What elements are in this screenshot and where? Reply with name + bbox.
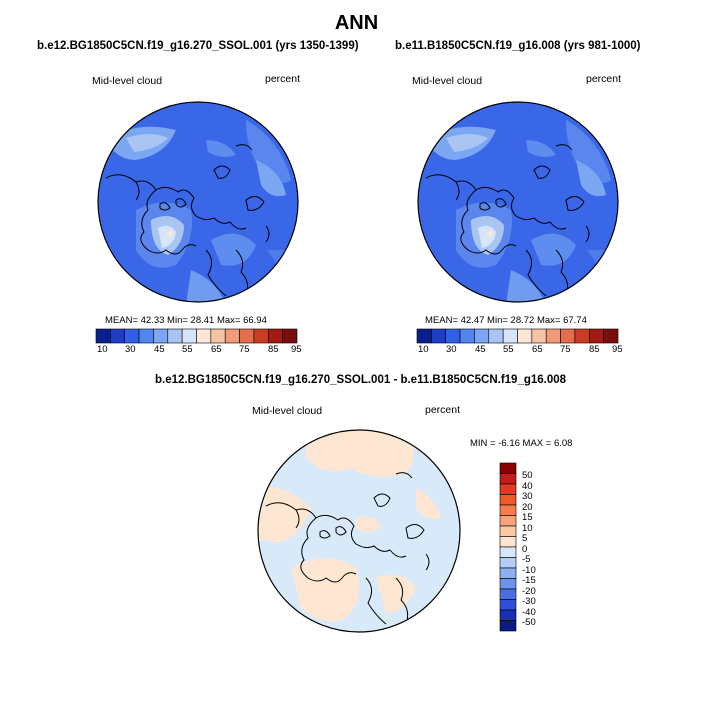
colorbar-swatch [239,328,255,344]
colorbar-swatch [499,599,517,611]
diff-panel-units-label: percent [425,404,461,416]
panel-1-tick: 75 [239,344,250,355]
colorbar-swatch [253,328,269,344]
diff-tick: 50 [522,470,533,481]
colorbar-swatch [499,578,517,590]
panel-1-stats: MEAN= 42.33 Min= 28.41 Max= 66.94 [105,315,267,326]
colorbar-swatch [517,328,533,344]
colorbar-swatch [210,328,226,344]
diff-tick: -10 [522,564,536,576]
panel-2-tick: 75 [560,344,571,355]
colorbar-swatch [138,328,154,344]
diff-tick: 40 [522,480,533,492]
panel-2-stats: MEAN= 42.47 Min= 28.72 Max= 67.74 [425,315,587,326]
diff-tick: -20 [522,585,536,597]
panel-1-tick: 85 [268,344,279,355]
panel-1-tick: 30 [125,344,136,355]
colorbar-swatch [474,328,490,344]
colorbar-swatch [574,328,590,344]
panel-2-tick: 45 [475,344,486,355]
colorbar-swatch [499,588,517,600]
panel-2-tick: 95 [612,344,623,355]
diff-tick: -40 [522,606,536,618]
diff-tick: 15 [522,512,533,523]
diff-tick: -15 [522,575,536,586]
panel-1-tick: 10 [97,344,108,355]
panel-1-colorbar-ticks: 10 30 45 55 65 75 85 95 [96,344,302,356]
panel-2-title: b.e11.B1850C5CN.f19_g16.008 (yrs 981-100… [395,40,641,52]
diff-panel-field-label: Mid-level cloud [252,405,323,417]
diff-tick: 20 [522,501,533,513]
colorbar-swatch [445,328,461,344]
diff-colorbar-ticks: 50 40 30 20 15 10 5 0 -5 -10 -15 -20 -30… [522,470,552,630]
panel-1-tick: 65 [211,344,222,355]
panel-2-colorbar [416,328,619,344]
panel-1-title: b.e12.BG1850C5CN.f19_g16.270_SSOL.001 (y… [37,40,359,52]
colorbar-swatch [431,328,447,344]
colorbar-swatch [499,525,517,537]
panel-2-colorbar-ticks: 10 30 45 55 65 75 85 95 [417,344,623,356]
panel-1-tick: 45 [154,344,165,355]
colorbar-swatch [459,328,475,344]
diff-tick: 10 [522,522,533,534]
main-title: ANN [334,12,379,34]
colorbar-swatch [499,546,517,558]
colorbar-swatch [499,557,517,569]
colorbar-swatch [153,328,169,344]
panel-1-tick: 55 [182,344,193,355]
diff-panel-title: b.e12.BG1850C5CN.f19_g16.270_SSOL.001 - … [155,374,567,386]
diff-colorbar [499,462,517,632]
panel-1-units-label: percent [265,73,301,85]
colorbar-swatch [110,328,126,344]
panel-2-tick: 85 [589,344,600,355]
panel-2-tick: 55 [503,344,514,355]
diff-tick: -5 [522,554,531,565]
colorbar-swatch [499,536,517,548]
colorbar-swatch [545,328,561,344]
colorbar-swatch [560,328,576,344]
colorbar-swatch [499,462,517,474]
panel-2-tick: 65 [532,344,543,355]
colorbar-swatch [416,328,432,344]
colorbar-swatch [502,328,518,344]
panel-1-colorbar [95,328,298,344]
panel-2-tick: 10 [418,344,429,355]
colorbar-swatch [488,328,504,344]
diff-tick: -50 [522,617,536,628]
colorbar-swatch [267,328,283,344]
colorbar-swatch [499,515,517,527]
panel-1-field-label: Mid-level cloud [92,75,163,87]
panel-2-polar-map [417,101,619,303]
colorbar-swatch [531,328,547,344]
colorbar-swatch [181,328,197,344]
colorbar-swatch [499,609,517,621]
colorbar-swatch [282,328,298,344]
colorbar-swatch [224,328,240,344]
diff-tick: 0 [522,543,528,555]
colorbar-swatch [603,328,619,344]
diff-tick: 30 [522,491,533,502]
diff-panel-polar-map [257,429,461,633]
diff-tick: -30 [522,596,536,607]
colorbar-swatch [499,473,517,485]
colorbar-swatch [499,620,517,632]
diff-panel-stats: MIN = -6.16 MAX = 6.08 [470,438,573,449]
panel-2-tick: 30 [446,344,457,355]
colorbar-swatch [167,328,183,344]
colorbar-swatch [499,494,517,506]
diff-tick: 5 [522,533,528,544]
colorbar-swatch [499,504,517,516]
panel-2-field-label: Mid-level cloud [412,75,483,87]
panel-2-units-label: percent [586,73,622,85]
panel-1-tick: 95 [291,344,302,355]
colorbar-swatch [499,567,517,579]
colorbar-swatch [196,328,212,344]
colorbar-swatch [95,328,111,344]
colorbar-swatch [588,328,604,344]
panel-1-polar-map [97,101,299,303]
colorbar-swatch [124,328,140,344]
colorbar-swatch [499,483,517,495]
